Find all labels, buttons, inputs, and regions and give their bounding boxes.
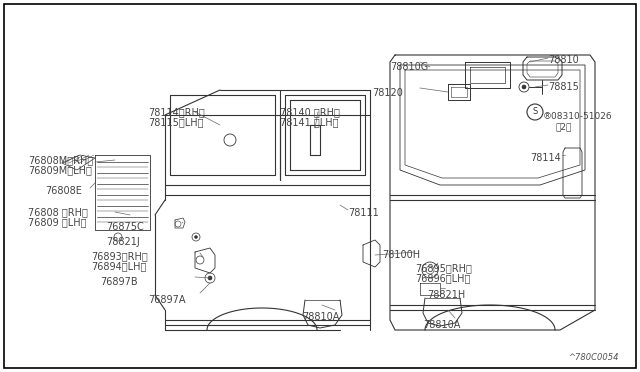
Text: 78111: 78111 xyxy=(348,208,379,218)
Circle shape xyxy=(195,235,198,238)
Circle shape xyxy=(522,85,526,89)
Text: 76808M（RH）: 76808M（RH） xyxy=(28,155,93,165)
Text: 76875C: 76875C xyxy=(106,222,144,232)
Text: 78114: 78114 xyxy=(530,153,561,163)
Text: 78115（LH）: 78115（LH） xyxy=(148,117,204,127)
Text: 76809M（LH）: 76809M（LH） xyxy=(28,165,92,175)
Text: S: S xyxy=(532,108,538,116)
Text: 78821H: 78821H xyxy=(427,290,465,300)
Text: 78810A: 78810A xyxy=(423,320,460,330)
Text: （2）: （2） xyxy=(556,122,572,131)
Text: 76897A: 76897A xyxy=(148,295,186,305)
Text: ®08310-51026: ®08310-51026 xyxy=(543,112,612,121)
Text: 76893（RH）: 76893（RH） xyxy=(91,251,148,261)
Text: 76894（LH）: 76894（LH） xyxy=(91,261,147,271)
Text: 78100H: 78100H xyxy=(382,250,420,260)
Text: 78821J: 78821J xyxy=(106,237,140,247)
Text: 76895（RH）: 76895（RH） xyxy=(415,263,472,273)
Text: 76897B: 76897B xyxy=(100,277,138,287)
Text: 78815: 78815 xyxy=(548,82,579,92)
Text: 78140 （RH）: 78140 （RH） xyxy=(280,107,340,117)
Text: 78141 （LH）: 78141 （LH） xyxy=(280,117,339,127)
Circle shape xyxy=(208,276,212,280)
Text: 78810: 78810 xyxy=(548,55,579,65)
Text: 78114（RH）: 78114（RH） xyxy=(148,107,205,117)
Text: 76896（LH）: 76896（LH） xyxy=(415,273,470,283)
Text: 78810G: 78810G xyxy=(390,62,428,72)
Text: ^780C0054: ^780C0054 xyxy=(568,353,618,362)
Text: 76809 （LH）: 76809 （LH） xyxy=(28,217,86,227)
Text: 78810A: 78810A xyxy=(302,312,339,322)
Text: 78120: 78120 xyxy=(372,88,403,98)
Text: 76808 （RH）: 76808 （RH） xyxy=(28,207,88,217)
Text: 76808E: 76808E xyxy=(45,186,82,196)
